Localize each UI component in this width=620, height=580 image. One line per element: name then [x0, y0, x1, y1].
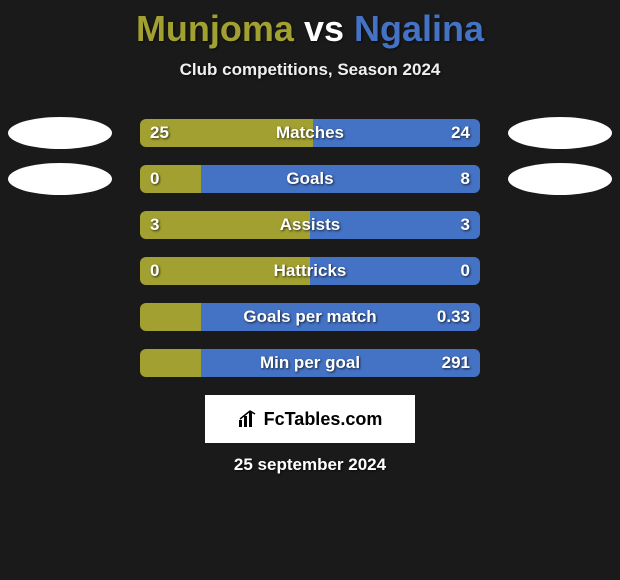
stat-bar-right: [313, 119, 480, 147]
player1-avatar: [8, 117, 112, 149]
stat-bar-left: [140, 257, 310, 285]
stat-bar-left: [140, 165, 201, 193]
fctables-logo: FcTables.com: [205, 395, 415, 443]
player1-avatar: [8, 163, 112, 195]
stat-row: Matches2524: [0, 110, 620, 156]
stat-bar-left: [140, 211, 310, 239]
stat-bar-right: [201, 349, 480, 377]
stat-row: Assists33: [0, 202, 620, 248]
stat-bar: [140, 303, 480, 331]
player1-name: Munjoma: [136, 8, 294, 49]
stat-bar-right: [310, 211, 480, 239]
date-text: 25 september 2024: [0, 455, 620, 475]
stat-row: Min per goal291: [0, 340, 620, 386]
player2-avatar: [508, 163, 612, 195]
stat-bar: [140, 119, 480, 147]
logo-text: FcTables.com: [264, 409, 383, 430]
stat-bar: [140, 211, 480, 239]
player2-avatar: [508, 117, 612, 149]
vs-text: vs: [304, 8, 344, 49]
player2-name: Ngalina: [354, 8, 484, 49]
page-title: Munjoma vs Ngalina: [0, 0, 620, 50]
stat-bar: [140, 165, 480, 193]
stat-row: Goals per match0.33: [0, 294, 620, 340]
stat-bar-left: [140, 349, 201, 377]
stat-bar-right: [201, 303, 480, 331]
stats-chart: Matches2524Goals08Assists33Hattricks00Go…: [0, 110, 620, 386]
stat-bar: [140, 257, 480, 285]
stat-row: Hattricks00: [0, 248, 620, 294]
stat-bar-right: [201, 165, 480, 193]
comparison-infographic: Munjoma vs Ngalina Club competitions, Se…: [0, 0, 620, 580]
bar-chart-icon: [238, 409, 258, 429]
stat-row: Goals08: [0, 156, 620, 202]
stat-bar-right: [310, 257, 480, 285]
stat-bar: [140, 349, 480, 377]
subtitle: Club competitions, Season 2024: [0, 60, 620, 80]
stat-bar-left: [140, 303, 201, 331]
stat-bar-left: [140, 119, 313, 147]
